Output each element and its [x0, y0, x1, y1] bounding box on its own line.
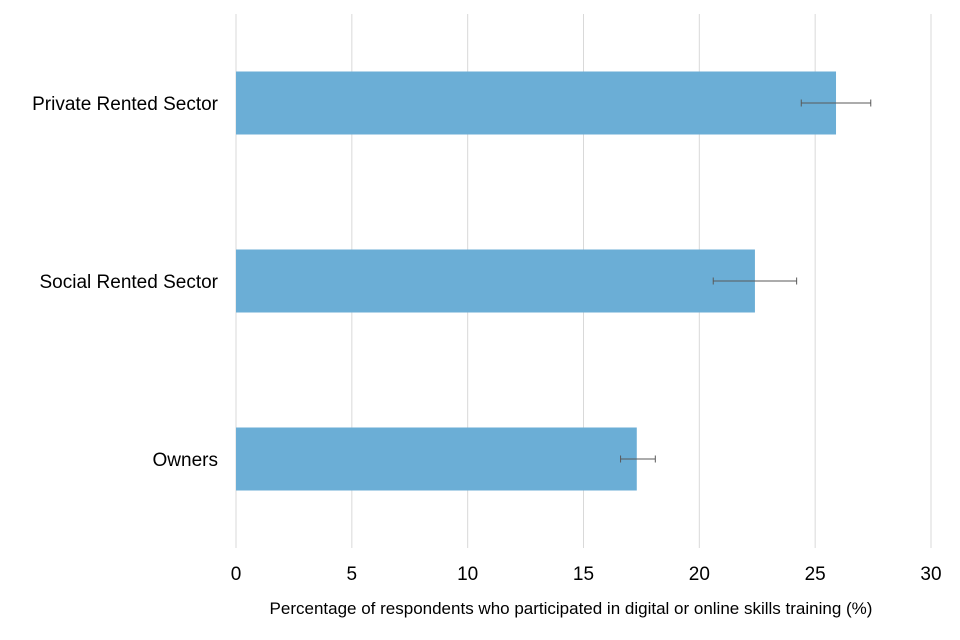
bar — [236, 427, 637, 491]
error-bar — [620, 455, 656, 463]
category-label: Owners — [153, 450, 218, 471]
error-bar — [712, 277, 798, 285]
x-tick-label: 15 — [573, 564, 594, 585]
category-label: Social Rented Sector — [40, 272, 219, 293]
category-labels: Private Rented Sector Social Rented Secto… — [32, 94, 219, 471]
x-tick-label: 10 — [457, 564, 478, 585]
error-bars — [620, 99, 872, 463]
bar — [236, 249, 755, 313]
category-label: Private Rented Sector — [32, 94, 219, 115]
x-tick-label: 0 — [231, 564, 242, 585]
x-tick-label: 5 — [347, 564, 358, 585]
x-tick-label: 30 — [920, 564, 941, 585]
x-axis-title: Percentage of respondents who participat… — [270, 599, 873, 618]
bars — [236, 71, 837, 491]
x-tick-label: 20 — [689, 564, 710, 585]
x-tick-label: 25 — [805, 564, 826, 585]
bar — [236, 71, 837, 135]
error-bar — [800, 99, 872, 107]
x-tick-labels: 0 5 10 15 20 25 30 — [231, 564, 942, 585]
